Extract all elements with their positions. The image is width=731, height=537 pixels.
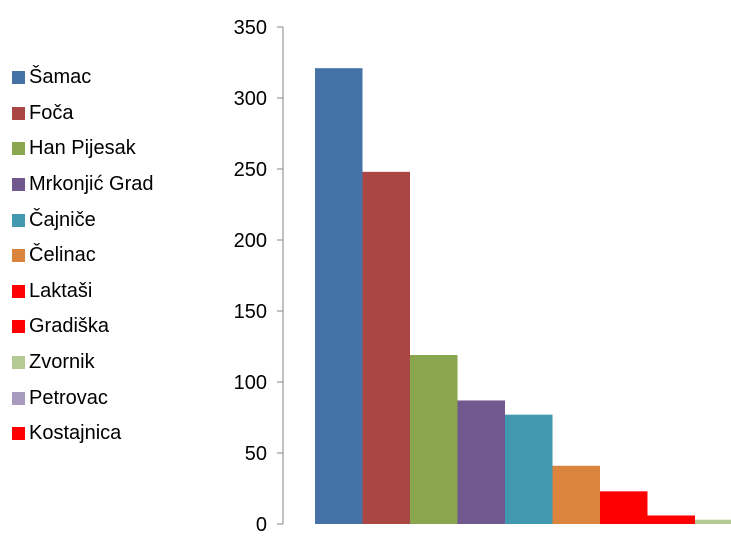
legend-item: Foča [12, 96, 153, 132]
legend: Šamac Foča Han Pijesak Mrkonjić Grad Čajniče… [12, 60, 153, 452]
legend-label: Kostajnica [29, 422, 122, 445]
legend-swatch [12, 284, 25, 298]
legend-swatch [12, 106, 25, 120]
legend-item: Šamac [12, 60, 153, 96]
legend-label: Čelinac [29, 244, 96, 267]
bar-zvornik [695, 519, 731, 524]
y-tick-label: 100 [234, 372, 267, 394]
bar-čajniče [505, 414, 553, 524]
legend-label: Mrkonjić Grad [29, 173, 154, 196]
legend-item: Gradiška [12, 309, 153, 345]
legend-label: Foča [29, 101, 74, 124]
y-tick-label: 250 [234, 159, 267, 181]
bar-gradiška [647, 515, 695, 524]
legend-swatch [12, 178, 25, 192]
legend-swatch [12, 427, 25, 441]
legend-swatch [12, 249, 25, 263]
legend-label: Petrovac [29, 386, 108, 409]
legend-swatch [12, 320, 25, 334]
legend-label: Zvornik [29, 351, 95, 374]
y-tick-label: 150 [234, 301, 267, 323]
legend-swatch [12, 142, 25, 156]
legend-item: Laktaši [12, 274, 153, 310]
legend-label: Čajniče [29, 208, 96, 231]
legend-item: Čelinac [12, 238, 153, 274]
bar-foča [362, 171, 410, 524]
legend-item: Čajniče [12, 202, 153, 238]
legend-item: Petrovac [12, 380, 153, 416]
bar-šamac [315, 68, 363, 525]
bar-mrkonjić-grad [457, 400, 505, 524]
legend-swatch [12, 213, 25, 227]
bars [315, 68, 731, 525]
y-tick-label: 350 [234, 17, 267, 39]
y-tick-label: 0 [256, 514, 267, 532]
bar-čelinac [552, 465, 600, 524]
y-tick-label: 200 [234, 230, 267, 252]
y-tick-label: 50 [245, 443, 267, 465]
y-axis: 0 50 100 150 200 250 300 350 [234, 17, 284, 536]
legend-label: Gradiška [29, 315, 110, 338]
legend-item: Zvornik [12, 345, 153, 381]
legend-label: Laktaši [29, 279, 93, 302]
legend-label: Han Pijesak [29, 137, 136, 160]
y-tick-label: 300 [234, 88, 267, 110]
bar-laktaši [600, 491, 648, 524]
bar-han-pijesak [410, 355, 458, 524]
legend-swatch [12, 391, 25, 405]
legend-item: Mrkonjić Grad [12, 167, 153, 203]
legend-item: Han Pijesak [12, 131, 153, 167]
legend-item: Kostajnica [12, 416, 153, 452]
legend-swatch [12, 356, 25, 370]
legend-label: Šamac [29, 66, 92, 89]
legend-swatch [12, 71, 25, 85]
